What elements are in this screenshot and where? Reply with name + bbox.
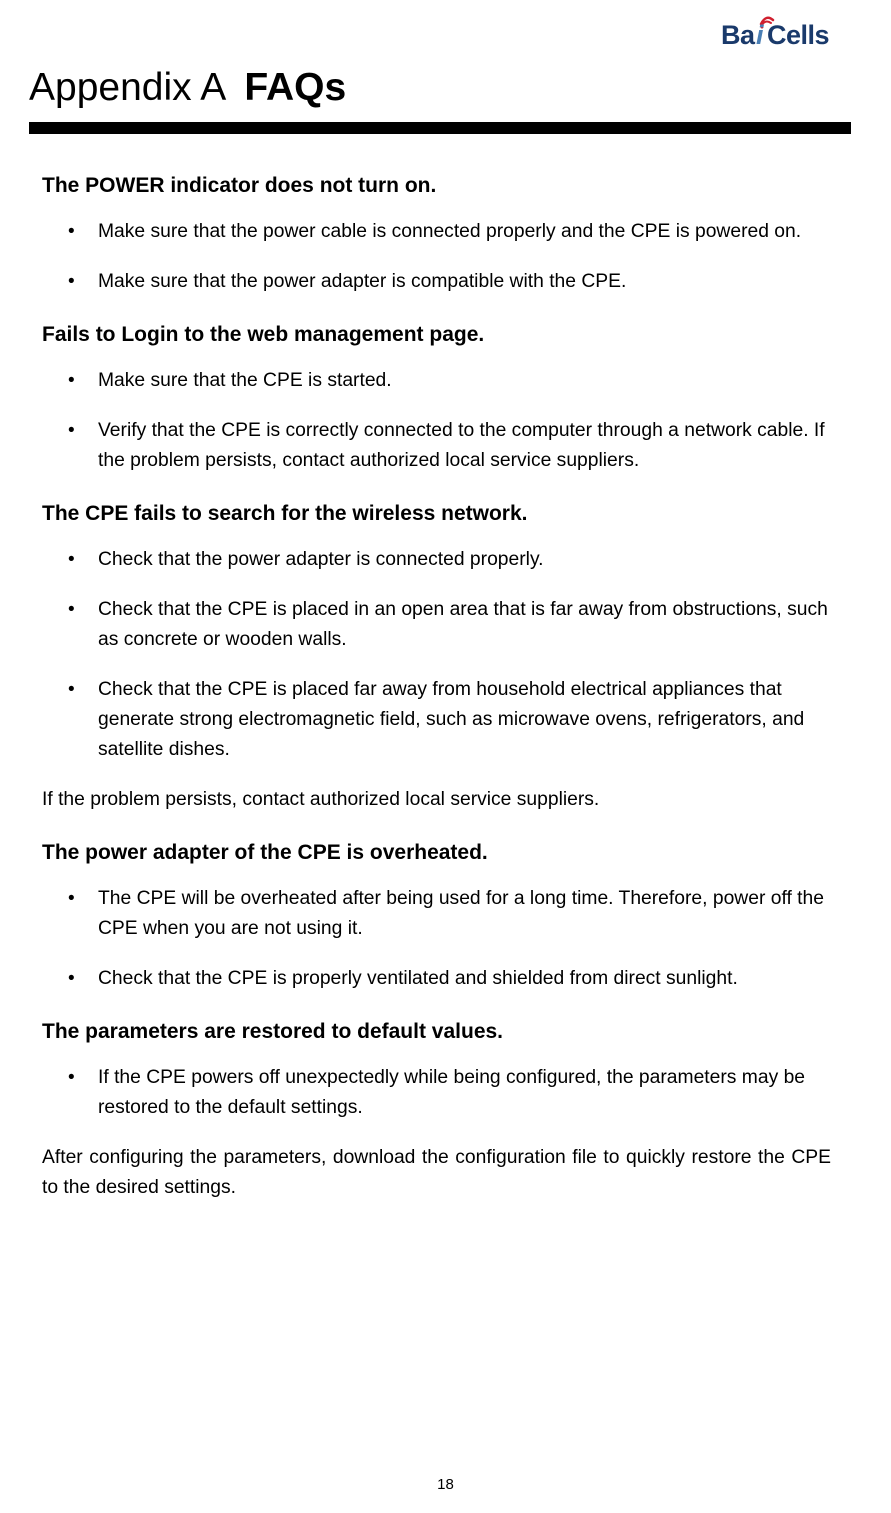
faq-section-0: The POWER indicator does not turn on. Ma…	[42, 172, 831, 297]
list-item: If the CPE powers off unexpectedly while…	[68, 1063, 831, 1123]
list-item: Make sure that the power adapter is comp…	[68, 267, 831, 297]
title-block: Appendix AFAQs	[42, 65, 831, 134]
faq-trailing-note: After configuring the parameters, downlo…	[42, 1143, 831, 1203]
faq-section-3: The power adapter of the CPE is overheat…	[42, 839, 831, 994]
faq-trailing-note: If the problem persists, contact authori…	[42, 785, 831, 815]
faq-heading: Fails to Login to the web management pag…	[42, 321, 831, 348]
list-item: The CPE will be overheated after being u…	[68, 884, 831, 944]
list-item: Verify that the CPE is correctly connect…	[68, 416, 831, 476]
list-item: Check that the CPE is properly ventilate…	[68, 964, 831, 994]
faq-list: Check that the power adapter is connecte…	[68, 545, 831, 764]
faq-list: If the CPE powers off unexpectedly while…	[68, 1063, 831, 1123]
faq-list: Make sure that the CPE is started. Verif…	[68, 366, 831, 476]
list-item: Make sure that the power cable is connec…	[68, 217, 831, 247]
list-item: Check that the CPE is placed far away fr…	[68, 675, 831, 765]
faq-list: Make sure that the power cable is connec…	[68, 217, 831, 297]
brand-logo: Ba i Cells	[721, 12, 841, 57]
appendix-heading: Appendix A FAQs	[29, 65, 831, 112]
faq-heading: The power adapter of the CPE is overheat…	[42, 839, 831, 866]
page-number: 18	[0, 1476, 891, 1493]
appendix-label: Appendix A	[29, 66, 226, 109]
faq-section-2: The CPE fails to search for the wireless…	[42, 500, 831, 815]
appendix-title: FAQs	[244, 66, 346, 109]
svg-text:Ba: Ba	[721, 20, 756, 50]
logo-svg: Ba i Cells	[721, 12, 841, 50]
faq-heading: The parameters are restored to default v…	[42, 1018, 831, 1045]
title-underline-bar	[29, 122, 851, 134]
svg-text:i: i	[756, 20, 764, 50]
document-page: Ba i Cells Appendix A FAQs The POWER indi…	[0, 0, 891, 1513]
faq-section-1: Fails to Login to the web management pag…	[42, 321, 831, 476]
content-body: The POWER indicator does not turn on. Ma…	[42, 172, 831, 1203]
faq-section-4: The parameters are restored to default v…	[42, 1018, 831, 1203]
faq-heading: The POWER indicator does not turn on.	[42, 172, 831, 199]
list-item: Check that the CPE is placed in an open …	[68, 595, 831, 655]
faq-heading: The CPE fails to search for the wireless…	[42, 500, 831, 527]
list-item: Make sure that the CPE is started.	[68, 366, 831, 396]
svg-text:Cells: Cells	[767, 20, 829, 50]
list-item: Check that the power adapter is connecte…	[68, 545, 831, 575]
faq-list: The CPE will be overheated after being u…	[68, 884, 831, 994]
